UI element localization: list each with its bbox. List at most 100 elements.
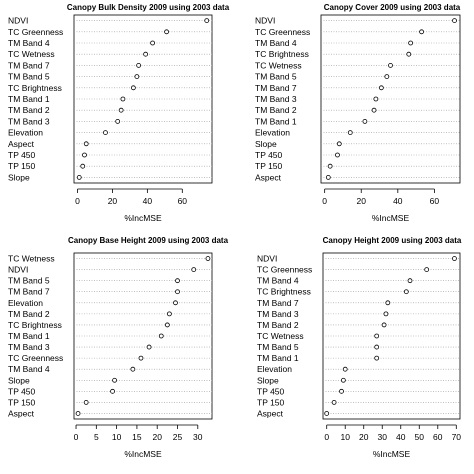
category-label: TP 450 bbox=[257, 386, 285, 396]
data-point bbox=[362, 119, 368, 124]
category-label: Slope bbox=[8, 375, 30, 385]
x-tick-label: 15 bbox=[132, 432, 142, 442]
category-label: TP 150 bbox=[255, 161, 283, 171]
data-point bbox=[164, 29, 169, 35]
x-tick-label: 0 bbox=[322, 196, 327, 206]
x-tick-label: 30 bbox=[378, 432, 388, 442]
data-point bbox=[175, 278, 180, 284]
category-label: Slope bbox=[8, 172, 30, 182]
category-label: TC Wetness bbox=[8, 49, 55, 59]
data-point bbox=[452, 256, 457, 261]
data-point bbox=[452, 18, 457, 24]
x-tick-label: 40 bbox=[396, 432, 406, 442]
x-tick-label: 10 bbox=[112, 432, 122, 442]
data-point bbox=[381, 322, 387, 328]
category-label: Elevation bbox=[257, 364, 292, 374]
category-label: NDVI bbox=[8, 16, 28, 26]
data-point bbox=[115, 119, 121, 124]
data-point bbox=[374, 344, 380, 350]
data-point bbox=[103, 130, 108, 136]
category-label: Aspect bbox=[257, 408, 284, 418]
data-point bbox=[173, 300, 178, 306]
category-label: TC Brightness bbox=[8, 320, 62, 330]
category-label: TC Wetness bbox=[8, 254, 55, 264]
data-point bbox=[374, 355, 380, 361]
category-label: TP 450 bbox=[255, 150, 283, 160]
data-point bbox=[403, 289, 409, 295]
category-label: Slope bbox=[257, 375, 279, 385]
data-point bbox=[175, 289, 180, 295]
category-label: TC Greenness bbox=[255, 27, 310, 37]
data-point bbox=[82, 152, 87, 158]
category-label: TP 450 bbox=[8, 150, 36, 160]
x-tick-label: 50 bbox=[415, 432, 425, 442]
category-label: TC Greenness bbox=[257, 265, 312, 275]
data-point bbox=[134, 74, 140, 79]
category-label: TM Band 5 bbox=[8, 276, 50, 286]
x-tick-label: 60 bbox=[178, 196, 188, 206]
data-point bbox=[204, 18, 210, 24]
data-point bbox=[325, 174, 331, 180]
data-point bbox=[118, 107, 124, 113]
data-point bbox=[138, 355, 144, 361]
data-point bbox=[130, 366, 136, 372]
data-point bbox=[419, 29, 424, 35]
category-label: TM Band 3 bbox=[8, 116, 50, 126]
chart-title: Canopy Base Height 2009 using 2003 data bbox=[68, 236, 229, 245]
data-point bbox=[150, 40, 156, 46]
data-point bbox=[143, 51, 149, 57]
x-tick-label: 40 bbox=[393, 196, 403, 206]
data-point bbox=[205, 256, 211, 261]
data-point bbox=[407, 278, 413, 284]
category-label: TM Band 4 bbox=[257, 276, 299, 286]
chart-title: Canopy Bulk Density 2009 using 2003 data bbox=[67, 3, 230, 12]
data-point bbox=[83, 399, 89, 405]
category-label: TM Band 1 bbox=[257, 353, 299, 363]
category-label: TM Band 1 bbox=[8, 94, 50, 104]
data-point bbox=[110, 388, 115, 394]
panel-canopy-height: Canopy Height 2009 using 2003 dataNDVITC… bbox=[257, 236, 462, 459]
data-point bbox=[336, 141, 342, 147]
data-point bbox=[378, 85, 384, 91]
category-label: TC Brightness bbox=[255, 49, 309, 59]
data-point bbox=[166, 311, 172, 317]
x-tick-label: 20 bbox=[108, 196, 118, 206]
x-tick-label: 60 bbox=[430, 196, 440, 206]
category-label: Aspect bbox=[8, 408, 35, 418]
panel-canopy-bulk-density: Canopy Bulk Density 2009 using 2003 data… bbox=[8, 3, 230, 223]
category-label: TM Band 7 bbox=[255, 83, 297, 93]
x-tick-label: 5 bbox=[94, 432, 99, 442]
chart-title: Canopy Cover 2009 using 2003 data bbox=[324, 3, 461, 12]
x-axis-label: %IncMSE bbox=[124, 449, 162, 459]
data-point bbox=[324, 411, 330, 416]
category-label: TP 450 bbox=[8, 386, 36, 396]
data-point bbox=[342, 366, 348, 372]
x-tick-label: 60 bbox=[433, 432, 443, 442]
category-label: TC Brightness bbox=[257, 287, 311, 297]
data-point bbox=[347, 130, 353, 136]
data-point bbox=[76, 174, 82, 180]
x-axis-label: %IncMSE bbox=[124, 213, 162, 223]
x-tick-label: 0 bbox=[324, 432, 329, 442]
x-axis-label: %IncMSE bbox=[373, 449, 411, 459]
category-label: TP 150 bbox=[8, 161, 36, 171]
data-point bbox=[371, 107, 377, 113]
category-label: TM Band 4 bbox=[8, 364, 50, 374]
category-label: Elevation bbox=[8, 128, 43, 138]
data-point bbox=[136, 63, 142, 68]
x-tick-label: 20 bbox=[357, 196, 367, 206]
data-point bbox=[83, 141, 89, 147]
data-point bbox=[130, 85, 136, 91]
category-label: TM Band 3 bbox=[257, 309, 299, 319]
panel-canopy-base-height: Canopy Base Height 2009 using 2003 data T… bbox=[8, 236, 229, 459]
category-label: TM Band 1 bbox=[255, 116, 297, 126]
data-point bbox=[424, 267, 430, 273]
category-label: TM Band 5 bbox=[255, 72, 297, 82]
category-label: TM Band 3 bbox=[255, 94, 297, 104]
category-label: TM Band 7 bbox=[257, 298, 299, 308]
category-label: TM Band 2 bbox=[255, 105, 297, 115]
category-label: TM Band 5 bbox=[8, 72, 50, 82]
category-label: TM Band 2 bbox=[257, 320, 299, 330]
category-label: TM Band 4 bbox=[255, 38, 297, 48]
